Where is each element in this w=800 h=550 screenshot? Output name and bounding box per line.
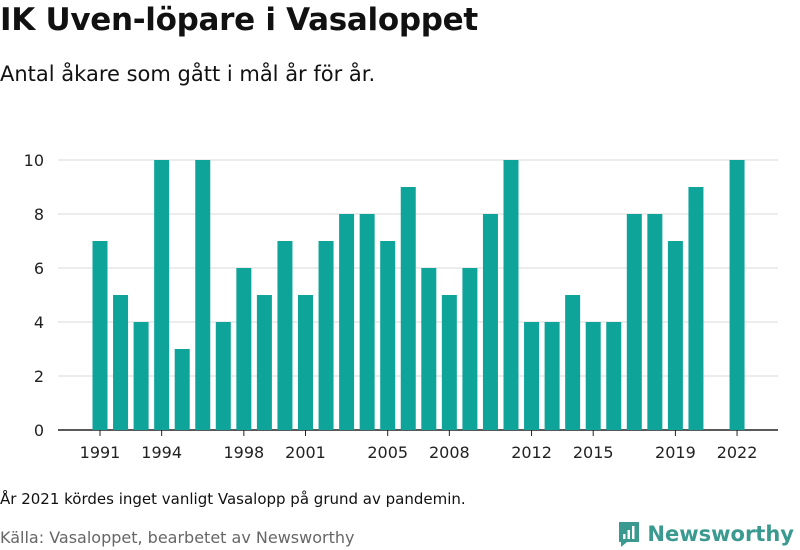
chart-title: IK Uven-löpare i Vasaloppet (0, 2, 478, 38)
x-tick-label: 1998 (223, 443, 264, 462)
bar-2008[interactable] (441, 295, 457, 430)
bar-2015[interactable] (585, 322, 601, 430)
y-tick-label: 2 (34, 367, 44, 386)
brand-name: Newsworthy (647, 522, 794, 546)
bar-2010[interactable] (482, 214, 498, 430)
y-tick-label: 8 (34, 205, 44, 224)
bar-1998[interactable] (236, 268, 252, 430)
bar-1994[interactable] (154, 160, 170, 430)
x-tick-label: 1994 (141, 443, 182, 462)
bar-1995[interactable] (174, 349, 190, 430)
bar-2002[interactable] (318, 241, 334, 430)
bar-2000[interactable] (277, 241, 293, 430)
bar-2017[interactable] (626, 214, 642, 430)
bar-2003[interactable] (339, 214, 355, 430)
bar-2001[interactable] (298, 295, 313, 430)
bar-2019[interactable] (667, 241, 683, 430)
source-label: Källa: Vasaloppet, bearbetet av Newswort… (0, 528, 355, 547)
bar-2009[interactable] (462, 268, 478, 430)
x-tick-labels: 1991 1994 1998 2001 2005 2008 2012 2015 2019 2022 (80, 430, 758, 462)
x-tick-label: 2005 (367, 443, 408, 462)
bar-chart: 1991 1994 1998 2001 2005 2008 2012 2015 2019 2022… (24, 151, 778, 462)
bar-1996[interactable] (195, 160, 211, 430)
bar-2014[interactable] (565, 295, 581, 430)
bar-2012[interactable] (524, 322, 540, 430)
x-tick-label: 2019 (655, 443, 696, 462)
x-tick-label: 2008 (429, 443, 470, 462)
x-tick-label: 2015 (573, 443, 614, 462)
y-tick-label: 0 (34, 421, 44, 440)
bar-1992[interactable] (113, 295, 129, 430)
footnote: År 2021 kördes inget vanligt Vasalopp på… (0, 490, 466, 508)
x-tick-label: 2022 (717, 443, 758, 462)
bar-1999[interactable] (256, 295, 272, 430)
bar-2018[interactable] (647, 214, 663, 430)
bar-2005[interactable] (380, 241, 396, 430)
bar-1997[interactable] (215, 322, 231, 430)
bar-2006[interactable] (400, 187, 416, 430)
y-tick-label: 10 (24, 151, 44, 170)
bars (92, 160, 745, 430)
y-tick-label: 6 (34, 259, 44, 278)
y-tick-labels: 0 2 4 6 8 10 (24, 151, 44, 440)
chart-subtitle: Antal åkare som gått i mål år för år. (0, 62, 376, 86)
bar-2013[interactable] (544, 322, 560, 430)
newsworthy-logo-icon (619, 522, 640, 547)
brand-logo[interactable]: Newsworthy (617, 520, 794, 548)
bar-2022[interactable] (729, 160, 745, 430)
bar-1991[interactable] (92, 241, 108, 430)
bar-2020[interactable] (688, 187, 704, 430)
bar-2016[interactable] (606, 322, 622, 430)
x-tick-label: 2001 (285, 443, 326, 462)
x-tick-label: 1991 (80, 443, 121, 462)
y-tick-label: 4 (34, 313, 44, 332)
bar-2004[interactable] (359, 214, 375, 430)
bar-2007[interactable] (421, 268, 437, 430)
x-tick-label: 2012 (511, 443, 552, 462)
bar-1993[interactable] (133, 322, 149, 430)
bar-2011[interactable] (503, 160, 519, 430)
